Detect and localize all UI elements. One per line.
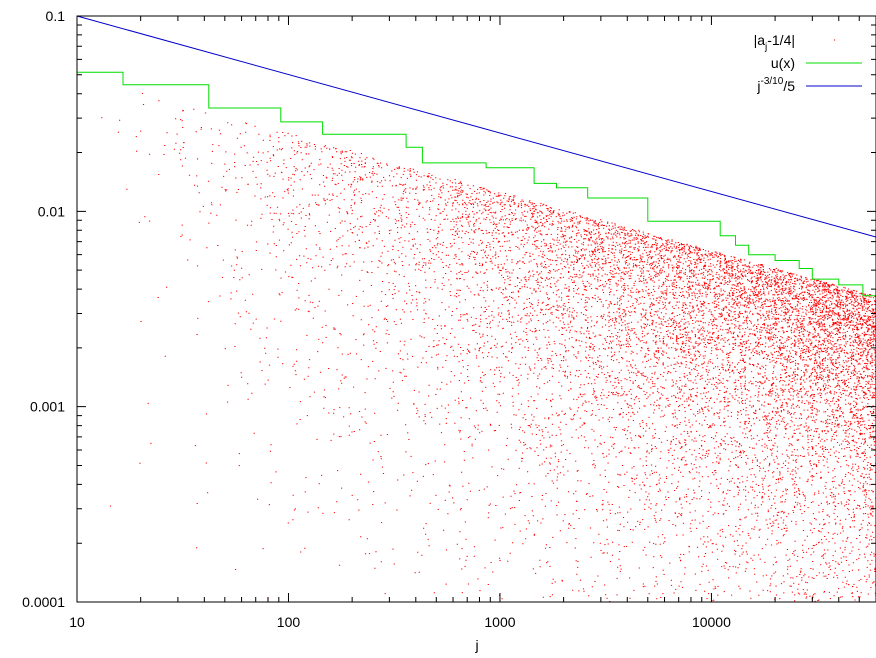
axis-ticks bbox=[76, 15, 876, 603]
y-tick-label: 0.1 bbox=[46, 8, 66, 24]
y-tick-label: 0.0001 bbox=[22, 594, 65, 610]
x-tick-label: 10000 bbox=[692, 614, 731, 630]
series-line-power-law bbox=[76, 15, 876, 238]
ticks-layer bbox=[76, 15, 876, 603]
lines-layer bbox=[76, 15, 876, 297]
legend-label-u-x: u(x) bbox=[771, 55, 795, 71]
legend-label-a-j: |aj-1/4| bbox=[754, 32, 795, 53]
y-tick-label: 0.01 bbox=[38, 203, 65, 219]
x-tick-label: 100 bbox=[277, 614, 301, 630]
legend-label-power-law: j-3/10/5 bbox=[756, 76, 795, 94]
x-tick-label: 10 bbox=[69, 614, 85, 630]
x-axis-label: j bbox=[474, 637, 478, 653]
series-line-u-x bbox=[77, 71, 876, 297]
plot-frame bbox=[76, 15, 876, 603]
tick-labels-layer: 10 100 1000 10000 0.0001 0.001 0.01 0.1 bbox=[22, 8, 731, 630]
x-tick-label: 1000 bbox=[484, 614, 515, 630]
scatter-points-a-j bbox=[101, 92, 876, 603]
legend: |aj-1/4| u(x) j-3/10/5 bbox=[754, 32, 862, 94]
y-tick-label: 0.001 bbox=[30, 399, 65, 415]
scatter-points-layer bbox=[101, 92, 876, 603]
